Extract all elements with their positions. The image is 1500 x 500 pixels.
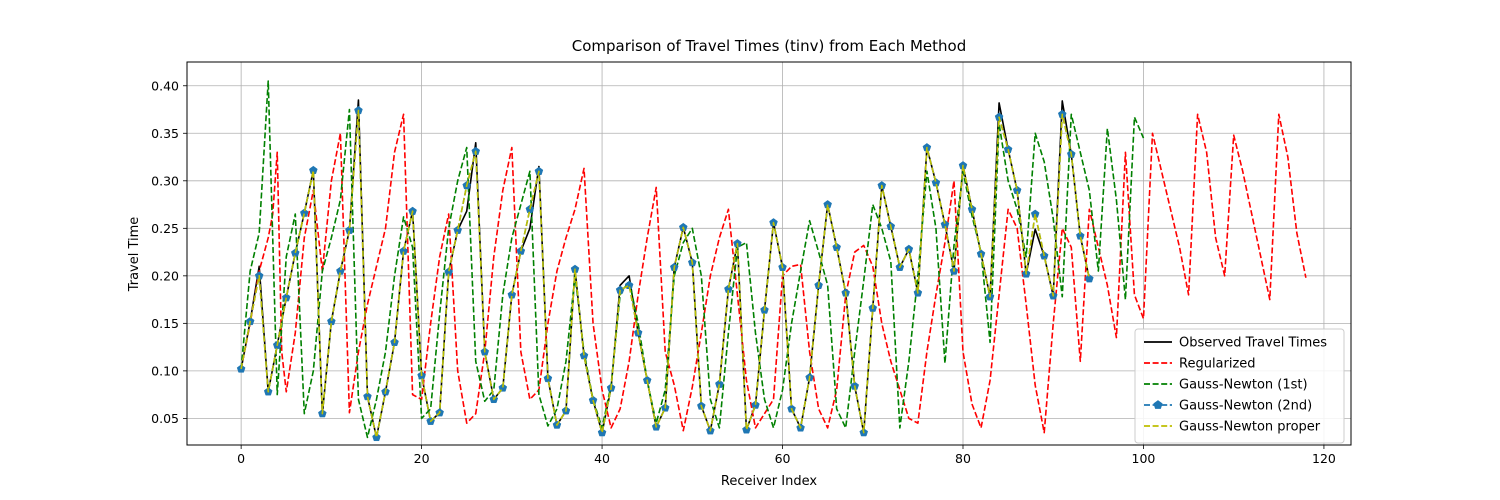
- series-layer: [236, 80, 1307, 442]
- series-line-gauss-newton-1st: [240, 80, 1145, 439]
- y-axis-label: Travel Time: [127, 217, 142, 293]
- y-axis-ticks: 0.05 0.10 0.15 0.20 0.25 0.30 0.35 0.40: [151, 78, 187, 426]
- data-point: [588, 395, 598, 404]
- legend-box: [1134, 328, 1345, 444]
- data-point: [372, 432, 381, 442]
- y-tick-label: 0.20: [151, 268, 179, 283]
- legend-label: Gauss-Newton proper: [1179, 420, 1321, 435]
- series-regularized: [240, 113, 1307, 434]
- legend-marker: [1153, 400, 1163, 409]
- x-axis-ticks: 0 20 40 60 80 100 120: [237, 445, 1336, 466]
- y-tick-label: 0.15: [151, 316, 179, 331]
- y-tick-label: 0.35: [151, 126, 179, 141]
- x-tick-label: 80: [955, 451, 971, 466]
- x-tick-label: 100: [1132, 451, 1156, 466]
- y-tick-label: 0.10: [151, 363, 179, 378]
- series-gauss-newton-proper: [240, 109, 1091, 439]
- series-line-regularized: [240, 113, 1307, 434]
- legend-label: Regularized: [1179, 357, 1256, 372]
- series-gauss-newton-1st: [240, 80, 1145, 439]
- legend: Observed Travel Times Regularized Gauss-Ne…: [1134, 328, 1345, 444]
- y-tick-label: 0.30: [151, 173, 179, 188]
- x-tick-label: 120: [1312, 451, 1336, 466]
- y-tick-label: 0.05: [151, 411, 179, 426]
- legend-label: Observed Travel Times: [1179, 336, 1327, 351]
- y-tick-label: 0.40: [151, 78, 179, 93]
- series-line-gauss-newton-proper: [240, 109, 1091, 439]
- legend-label: Gauss-Newton (2nd): [1179, 399, 1312, 414]
- y-tick-label: 0.25: [151, 221, 179, 236]
- x-tick-label: 0: [237, 451, 245, 466]
- legend-label: Gauss-Newton (1st): [1179, 378, 1308, 393]
- data-point: [742, 425, 751, 434]
- x-axis-label: Receiver Index: [721, 474, 817, 489]
- chart-title: Comparison of Travel Times (tinv) from E…: [572, 37, 966, 55]
- data-point: [597, 428, 607, 437]
- x-tick-label: 40: [594, 451, 610, 466]
- data-point: [1085, 274, 1094, 283]
- plot-frame: [186, 61, 1352, 446]
- x-tick-label: 20: [414, 451, 430, 466]
- x-tick-label: 60: [775, 451, 791, 466]
